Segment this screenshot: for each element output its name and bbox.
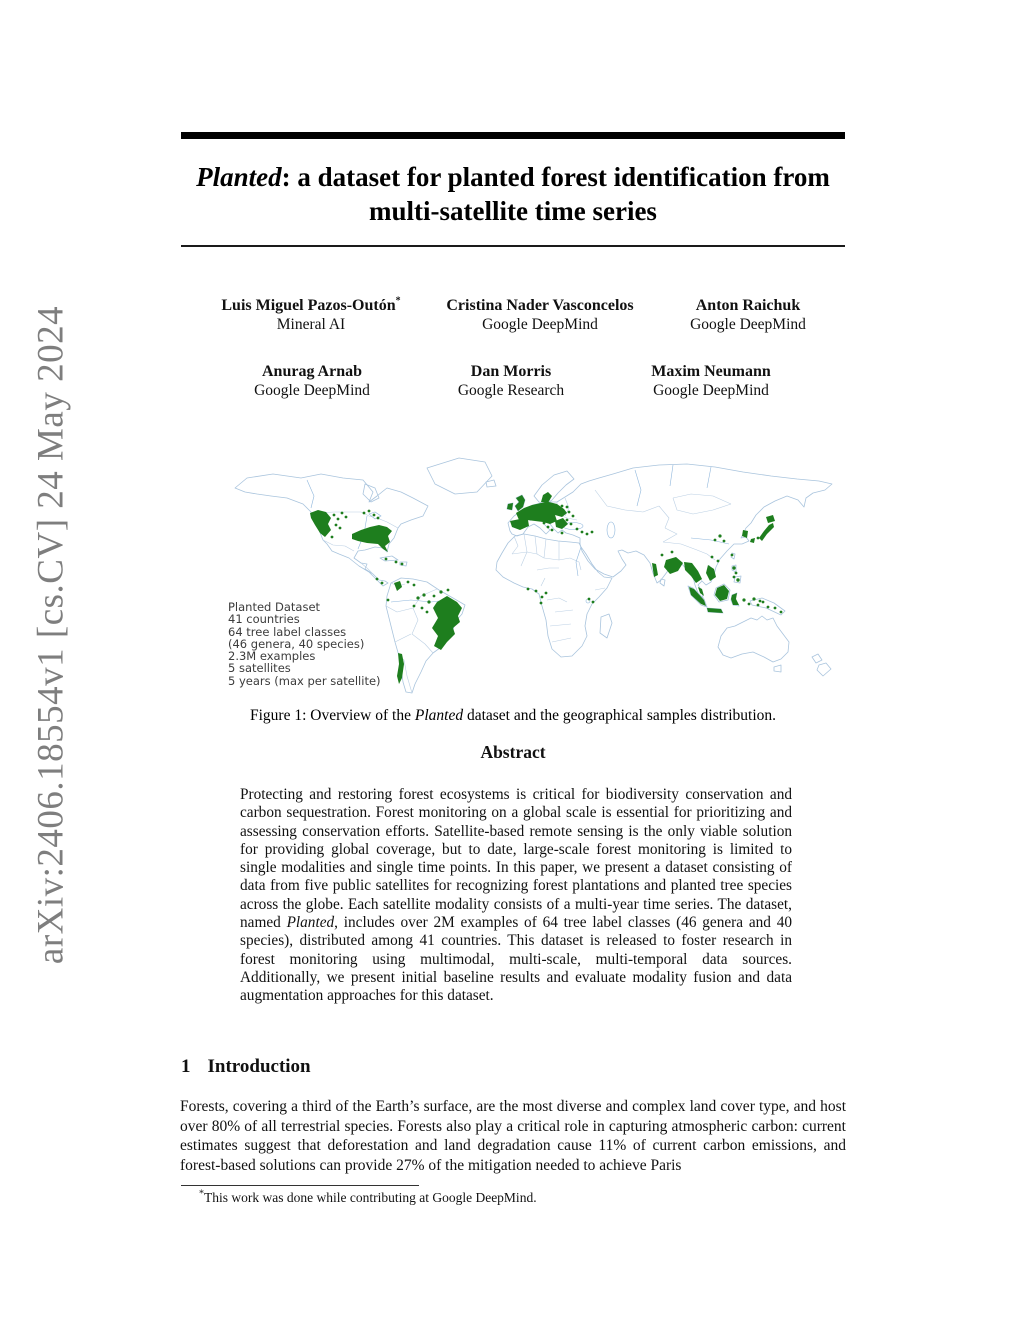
map-legend: Planted Dataset 41 countries 64 tree lab… — [228, 601, 381, 687]
author-name-text: Anurag Arnab — [261, 363, 363, 380]
author-name: Anurag Arnab — [182, 362, 442, 381]
author-name: Cristina Nader Vasconcelos — [410, 296, 670, 315]
author-name-text: Maxim Neumann — [651, 363, 771, 380]
legend-line: 5 satellites — [228, 661, 291, 676]
author-name: Dan Morris — [381, 362, 641, 381]
footnote-text: This work was done while contributing at… — [204, 1190, 537, 1205]
author-asterisk: * — [395, 295, 401, 307]
paper-title-italic: Planted — [196, 162, 282, 192]
legend-line: 64 tree label classes — [228, 624, 347, 639]
figure-caption: Figure 1: Overview of the Planted datase… — [181, 707, 845, 725]
abstract-part2: , includes over 2M examples of 64 tree l… — [240, 914, 792, 1005]
author-name-text: Luis Miguel Pazos-Outón — [221, 297, 396, 314]
header-rule-thin — [181, 245, 845, 247]
author-block: Maxim Neumann Google DeepMind — [581, 362, 841, 400]
author-affiliation: Google DeepMind — [690, 316, 806, 333]
footnote-marker: * — [199, 1188, 204, 1200]
dataset-coverage-regions — [310, 492, 783, 684]
paper-title: Planted: a dataset for planted forest id… — [181, 160, 845, 228]
author-name: Anton Raichuk — [618, 296, 878, 315]
section-heading-introduction: 1 Introduction — [181, 1056, 311, 1078]
author-affiliation: Google DeepMind — [482, 316, 598, 333]
author-block: Anton Raichuk Google DeepMind — [618, 296, 878, 334]
introduction-paragraph: Forests, covering a third of the Earth’s… — [180, 1098, 846, 1174]
author-block: Cristina Nader Vasconcelos Google DeepMi… — [410, 296, 670, 334]
section-title: Introduction — [207, 1056, 311, 1077]
author-name-text: Dan Morris — [470, 363, 552, 380]
arxiv-watermark: arXiv:2406.18554v1 [cs.CV] 24 May 2024 — [30, 305, 72, 965]
author-name-text: Anton Raichuk — [695, 297, 801, 314]
author-name: Maxim Neumann — [581, 362, 841, 381]
footnote-rule — [181, 1185, 419, 1186]
paper-title-rest: : a dataset for planted forest identific… — [281, 162, 830, 226]
author-affiliation: Google DeepMind — [653, 382, 769, 399]
author-affiliation: Mineral AI — [276, 316, 346, 333]
legend-line: (46 genera, 40 species) — [228, 636, 365, 651]
abstract-italic: Planted — [286, 914, 335, 932]
author-affiliation: Google DeepMind — [254, 382, 370, 399]
author-block: Dan Morris Google Research — [381, 362, 641, 400]
abstract-heading: Abstract — [480, 742, 546, 762]
section-number: 1 — [181, 1056, 191, 1077]
author-name-text: Cristina Nader Vasconcelos — [446, 297, 634, 314]
legend-line: Planted Dataset — [228, 600, 321, 614]
footnote: *This work was done while contributing a… — [181, 1188, 781, 1206]
abstract-part1: Protecting and restoring forest ecosyste… — [240, 786, 792, 932]
caption-italic: Planted — [414, 707, 464, 724]
legend-line: 2.3M examples — [228, 649, 316, 664]
legend-line: 41 countries — [228, 612, 300, 627]
author-name: Luis Miguel Pazos-Outón* — [181, 296, 441, 315]
author-block: Luis Miguel Pazos-Outón* Mineral AI — [181, 296, 441, 334]
caption-prefix: Figure 1: Overview of the — [249, 707, 415, 724]
header-rule-thick — [181, 132, 845, 139]
author-block: Anurag Arnab Google DeepMind — [182, 362, 442, 400]
author-affiliation: Google Research — [457, 382, 565, 399]
figure-1-world-map: Planted Dataset 41 countries 64 tree lab… — [215, 450, 835, 700]
caption-suffix: dataset and the geographical samples dis… — [463, 707, 777, 724]
abstract-text: Protecting and restoring forest ecosyste… — [240, 786, 792, 1006]
legend-line: 5 years (max per satellite) — [228, 673, 381, 688]
world-map-graphic — [234, 457, 833, 694]
